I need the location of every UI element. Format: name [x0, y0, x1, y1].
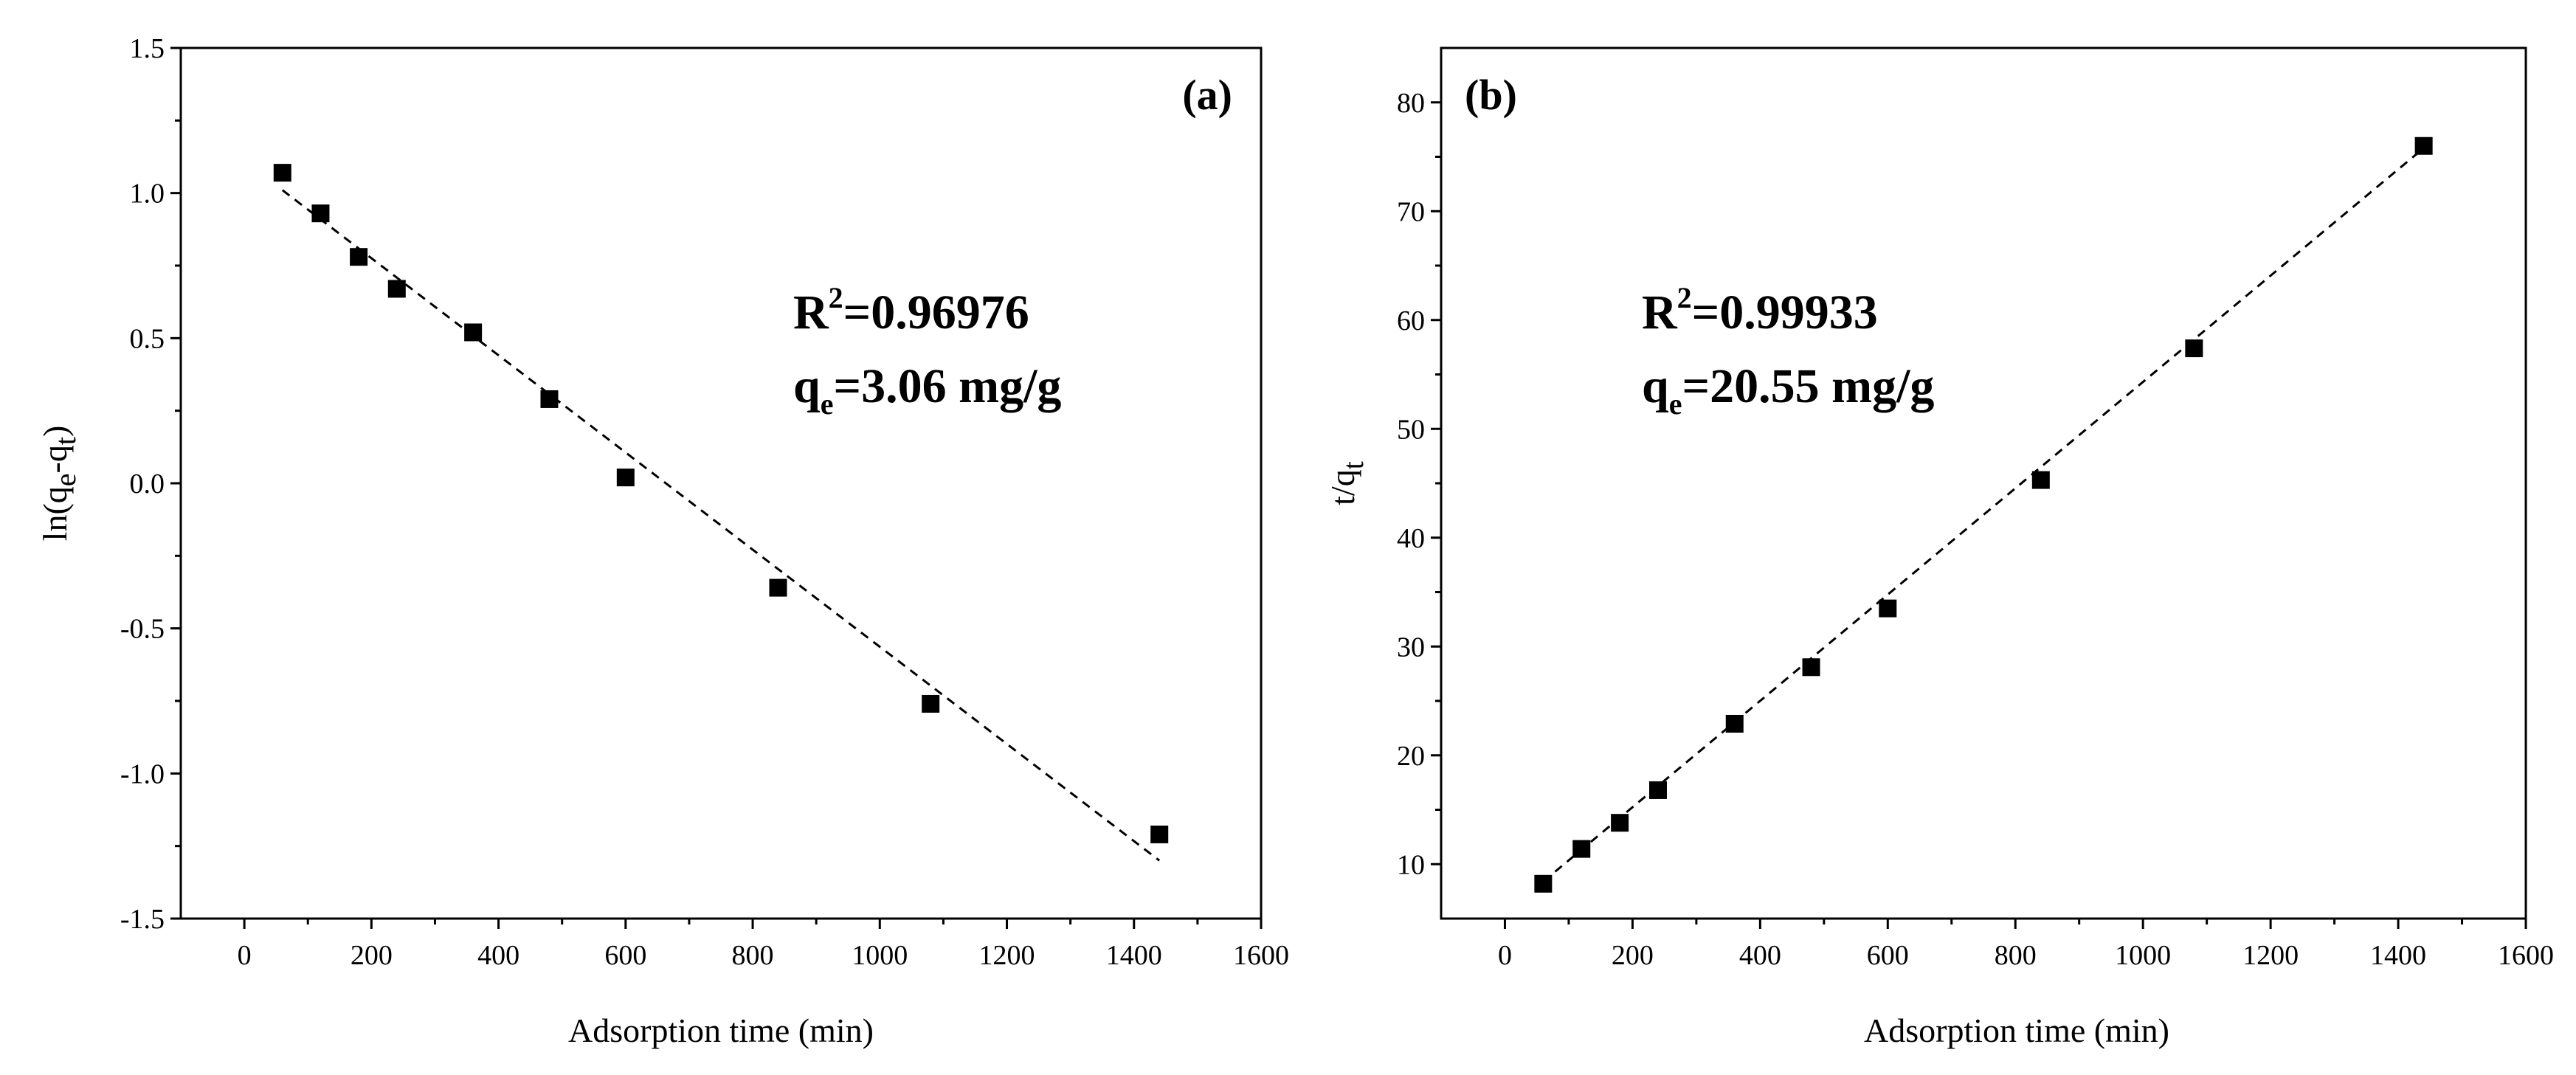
x-tick-label: 1200 [979, 940, 1035, 971]
x-tick-label: 200 [1612, 940, 1654, 971]
panel-a-y-ticks: -1.5 -1.0 -0.5 0.0 0.5 1.0 1.5 [120, 33, 181, 935]
x-tick-label: 1600 [1233, 940, 1289, 971]
x-tick-label: 0 [238, 940, 252, 971]
data-point [1725, 714, 1744, 733]
panel-b-points [1534, 136, 2433, 893]
data-point [2031, 471, 2050, 489]
data-point [1649, 781, 1667, 799]
panel-a-r2-annotation: R2=0.96976 [793, 281, 1029, 339]
y-tick-label: -1.5 [120, 904, 165, 935]
data-point [2185, 339, 2203, 358]
panel-b-x-ticks: 0 200 400 600 800 1000 1200 1400 1600 [1498, 919, 2554, 971]
x-tick-label: 1400 [2370, 940, 2426, 971]
panel-a-x-ticks: 0 200 400 600 800 1000 1200 1400 1600 [238, 919, 1289, 971]
x-tick-label: 0 [1498, 940, 1512, 971]
data-point [1611, 814, 1629, 832]
x-tick-label: 400 [477, 940, 519, 971]
data-point [1879, 599, 1897, 618]
y-tick-label: -1.0 [120, 758, 165, 789]
x-tick-label: 1400 [1106, 940, 1162, 971]
y-tick-label: 60 [1397, 305, 1425, 336]
panel-a-qe-annotation: qe=3.06 mg/g [793, 359, 1061, 421]
panel-a-points [273, 164, 1169, 843]
data-point [769, 578, 787, 597]
panel-a-fit-line [281, 189, 1161, 862]
x-tick-label: 800 [732, 940, 774, 971]
x-tick-label: 1200 [2242, 940, 2299, 971]
y-tick-label: 1.5 [130, 33, 165, 64]
y-tick-label: 40 [1397, 523, 1425, 554]
y-tick-label: -0.5 [120, 614, 165, 645]
panel-b: 0 200 400 600 800 1000 1200 1400 1600 10 20 30 40 50… [1324, 46, 2554, 1049]
y-tick-label: 0.5 [130, 323, 165, 354]
data-point [540, 390, 559, 408]
panel-a-plot-frame [179, 46, 1263, 920]
panel-b-y-ticks: 10 20 30 40 50 60 70 80 [1397, 88, 1441, 880]
x-tick-label: 800 [1995, 940, 2037, 971]
x-tick-label: 600 [604, 940, 646, 971]
panel-b-plot-frame [1440, 46, 2527, 920]
x-tick-label: 600 [1867, 940, 1909, 971]
panel-b-y-axis-label: t/qt [1324, 461, 1370, 505]
x-tick-label: 200 [351, 940, 393, 971]
data-point [1572, 840, 1591, 858]
panel-a: 0 200 400 600 800 1000 1200 1400 1600 -1.5 -1.0 -0… [36, 33, 1289, 1049]
y-tick-label: 50 [1397, 414, 1425, 445]
data-point [311, 204, 330, 223]
data-point [350, 248, 368, 266]
data-point [464, 323, 483, 342]
panel-b-r2-annotation: R2=0.99933 [1642, 281, 1878, 339]
x-tick-label: 1000 [852, 940, 908, 971]
data-point [2414, 136, 2433, 155]
data-point [387, 280, 406, 298]
panel-b-label: (b) [1465, 71, 1517, 119]
x-tick-label: 1600 [2498, 940, 2554, 971]
panel-a-y-axis-label: ln(qe-qt) [36, 426, 82, 542]
data-point [1150, 825, 1169, 843]
panel-a-label: (a) [1182, 71, 1232, 119]
y-tick-label: 0.0 [130, 469, 165, 500]
y-tick-label: 20 [1397, 741, 1425, 772]
panel-b-x-axis-label: Adsorption time (min) [1864, 1012, 2169, 1049]
y-tick-label: 70 [1397, 196, 1425, 227]
x-tick-label: 1000 [2115, 940, 2171, 971]
y-tick-label: 30 [1397, 632, 1425, 663]
x-tick-label: 400 [1739, 940, 1781, 971]
y-tick-label: 1.0 [130, 179, 165, 210]
data-point [616, 469, 635, 487]
panel-b-qe-annotation: qe=20.55 mg/g [1642, 359, 1934, 421]
y-tick-label: 80 [1397, 88, 1425, 119]
data-point [1802, 658, 1820, 677]
y-tick-label: 10 [1397, 849, 1425, 880]
data-point [1534, 874, 1553, 893]
data-point [273, 164, 291, 182]
panel-b-fit-line [1542, 147, 2425, 883]
panel-a-x-axis-label: Adsorption time (min) [568, 1012, 874, 1049]
data-point [922, 694, 940, 713]
